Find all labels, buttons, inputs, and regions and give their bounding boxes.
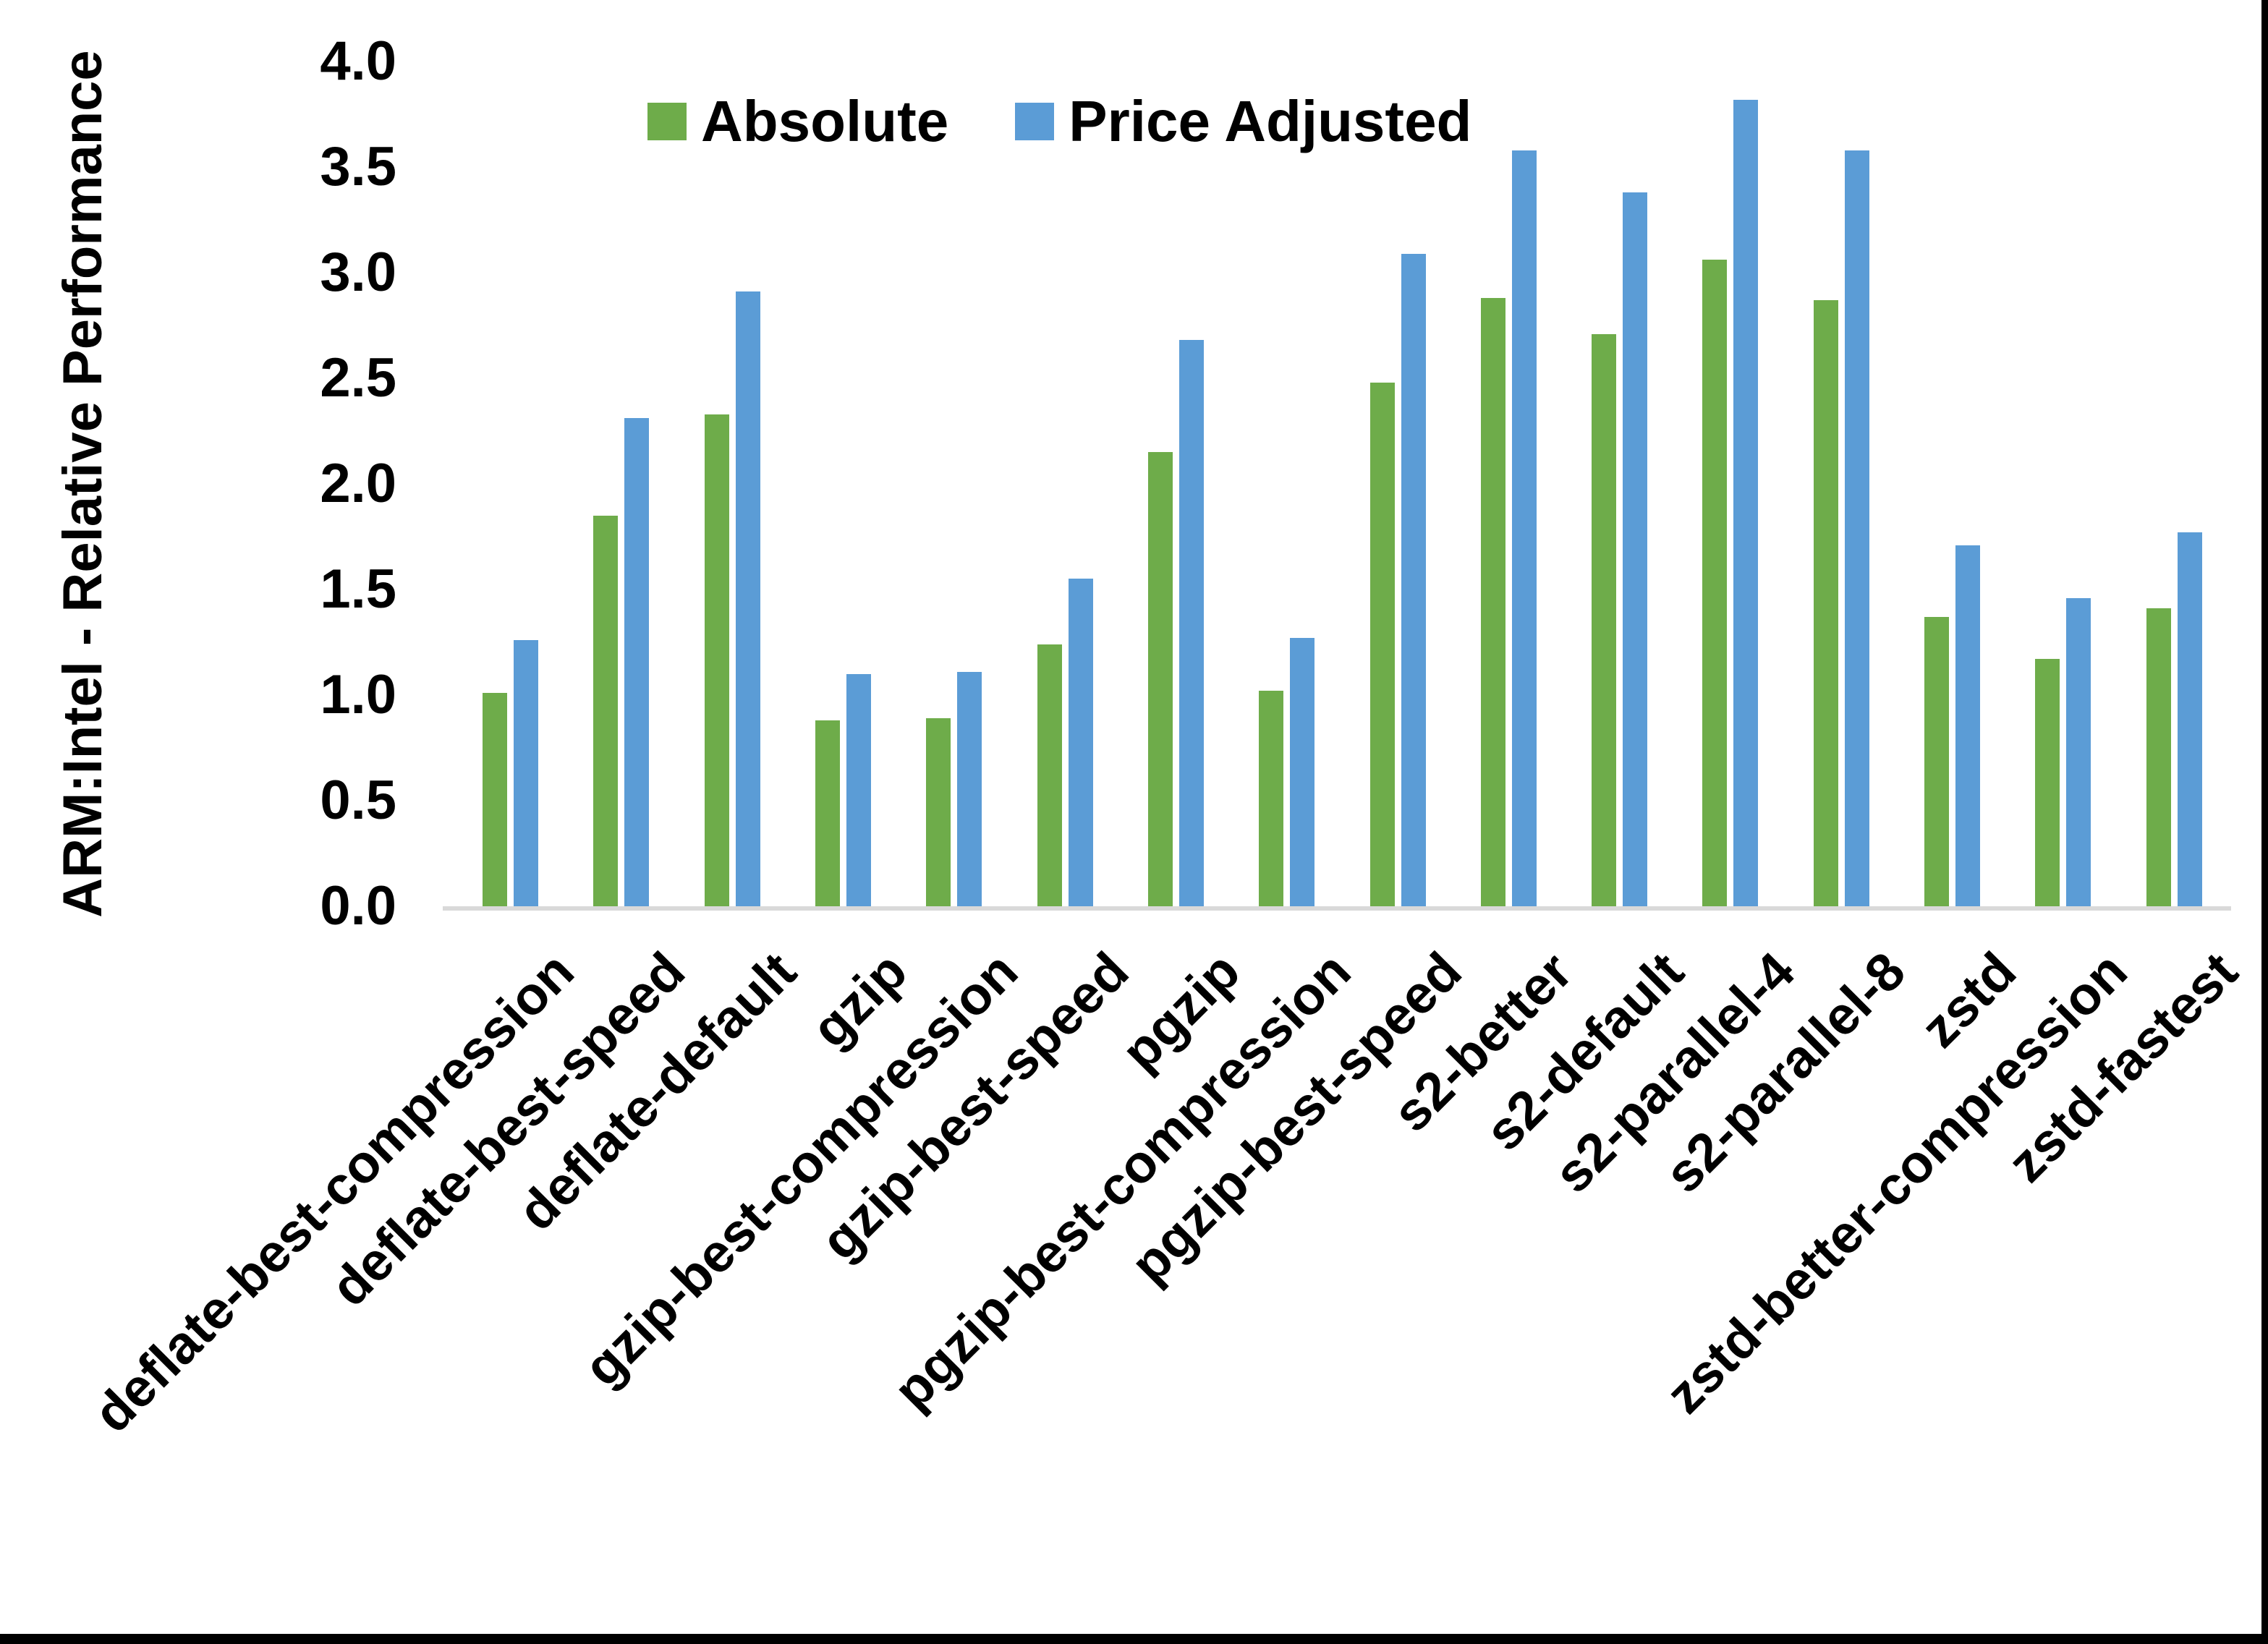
bar-price-adjusted-gzip-best-speed	[1069, 579, 1093, 906]
bar-price-adjusted-pgzip-best-compression	[1290, 638, 1314, 906]
y-tick-label: 0.5	[320, 770, 396, 831]
legend: Absolute Price Adjusted	[647, 93, 1471, 150]
bar-price-adjusted-zstd-better-compression	[2066, 598, 2091, 906]
y-tick-label: 2.5	[320, 347, 396, 409]
bar-price-adjusted-s2-default	[1623, 192, 1647, 906]
legend-label-absolute: Absolute	[701, 89, 949, 153]
legend-swatch-absolute	[647, 103, 687, 140]
bar-absolute-deflate-default	[705, 414, 729, 906]
bar-absolute-pgzip	[1148, 452, 1173, 906]
legend-label-price-adjusted: Price Adjusted	[1069, 89, 1472, 153]
bar-price-adjusted-gzip	[846, 674, 871, 906]
bar-absolute-s2-better	[1481, 298, 1505, 906]
bar-price-adjusted-zstd	[1955, 545, 1980, 906]
bar-price-adjusted-s2-better	[1512, 150, 1537, 906]
window-border-right	[2261, 0, 2268, 1644]
bar-absolute-zstd	[1924, 617, 1949, 906]
bar-absolute-s2-default	[1592, 334, 1616, 906]
bar-absolute-zstd-fastest	[2146, 608, 2171, 906]
bar-absolute-zstd-better-compression	[2035, 659, 2060, 906]
y-tick-label: 2.0	[320, 453, 396, 514]
bar-price-adjusted-s2-parallel-8	[1845, 150, 1869, 906]
bar-absolute-gzip	[815, 720, 840, 906]
bar-absolute-pgzip-best-speed	[1370, 383, 1395, 906]
bar-price-adjusted-zstd-fastest	[2178, 532, 2202, 906]
bar-absolute-gzip-best-compression	[926, 718, 951, 906]
legend-swatch-price-adjusted	[1015, 103, 1055, 140]
bar-absolute-deflate-best-speed	[593, 516, 618, 906]
bar-absolute-s2-parallel-4	[1702, 260, 1727, 906]
legend-item-price-adjusted: Price Adjusted	[1015, 93, 1471, 150]
y-tick-label: 4.0	[320, 30, 396, 92]
window-border-bottom	[0, 1634, 2268, 1644]
legend-item-absolute: Absolute	[647, 93, 948, 150]
y-tick-label: 0.0	[320, 875, 396, 937]
bar-price-adjusted-gzip-best-compression	[957, 672, 982, 906]
bar-absolute-pgzip-best-compression	[1259, 691, 1283, 906]
bar-absolute-s2-parallel-8	[1814, 300, 1838, 906]
y-tick-label: 3.0	[320, 242, 396, 303]
bar-price-adjusted-pgzip-best-speed	[1401, 254, 1426, 906]
bar-price-adjusted-pgzip	[1179, 340, 1204, 906]
bar-price-adjusted-deflate-default	[736, 291, 760, 906]
y-tick-label: 1.5	[320, 558, 396, 620]
bar-price-adjusted-deflate-best-compression	[514, 640, 538, 906]
x-label-deflate-best-compression: deflate-best-compression	[82, 940, 586, 1444]
x-axis-line	[443, 906, 2231, 911]
bar-absolute-deflate-best-compression	[483, 693, 507, 906]
y-tick-label: 3.5	[320, 136, 396, 197]
bar-price-adjusted-deflate-best-speed	[624, 418, 649, 906]
y-tick-label: 1.0	[320, 664, 396, 725]
bar-price-adjusted-s2-parallel-4	[1733, 100, 1758, 906]
bar-absolute-gzip-best-speed	[1037, 644, 1062, 906]
